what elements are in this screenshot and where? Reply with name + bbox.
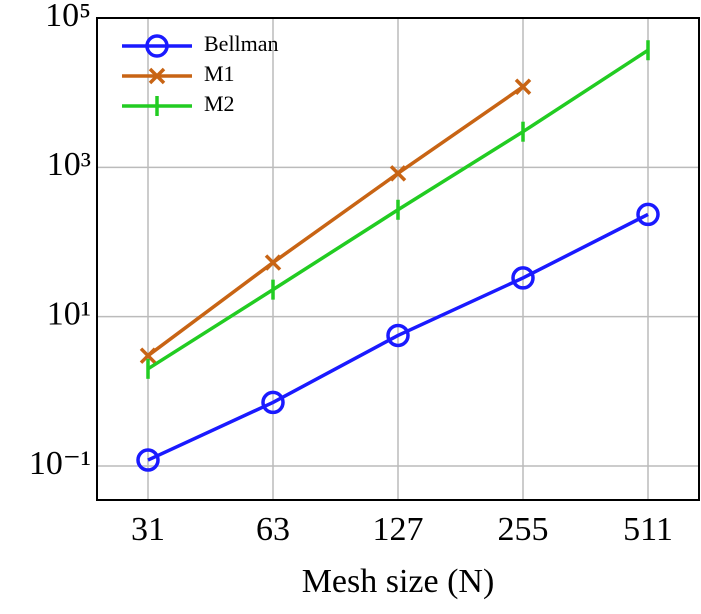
x-tick-label: 31: [131, 511, 165, 548]
y-tick-label: 10⁵: [45, 0, 91, 34]
x-tick-label: 255: [498, 511, 549, 548]
x-tick-label: 63: [256, 511, 290, 548]
marker: [386, 323, 410, 348]
marker: [261, 390, 285, 415]
plot-frame: [96, 17, 700, 501]
legend-label: M2: [204, 91, 235, 116]
y-tick-label: 10¹: [47, 295, 91, 332]
series-line: [146, 85, 524, 358]
marker: [389, 165, 407, 182]
x-axis-label: Mesh size (N): [302, 563, 495, 600]
legend-label: Bellman: [204, 31, 279, 56]
marker: [514, 78, 532, 95]
y-tick-label: 10⁻¹: [29, 445, 91, 482]
marker: [636, 202, 660, 227]
marker: [139, 347, 157, 364]
x-tick-label: 511: [623, 511, 673, 548]
legend-marker: [148, 67, 166, 85]
x-tick-label: 127: [373, 511, 424, 548]
y-tick-label: 10³: [47, 146, 91, 183]
marker: [511, 266, 535, 290]
legend-marker: [145, 34, 169, 58]
legend-label: M1: [204, 61, 235, 86]
legend: Bellman M1 M2: [122, 31, 279, 116]
marker: [136, 448, 160, 472]
series-line: [147, 212, 649, 462]
marker: [264, 254, 282, 271]
